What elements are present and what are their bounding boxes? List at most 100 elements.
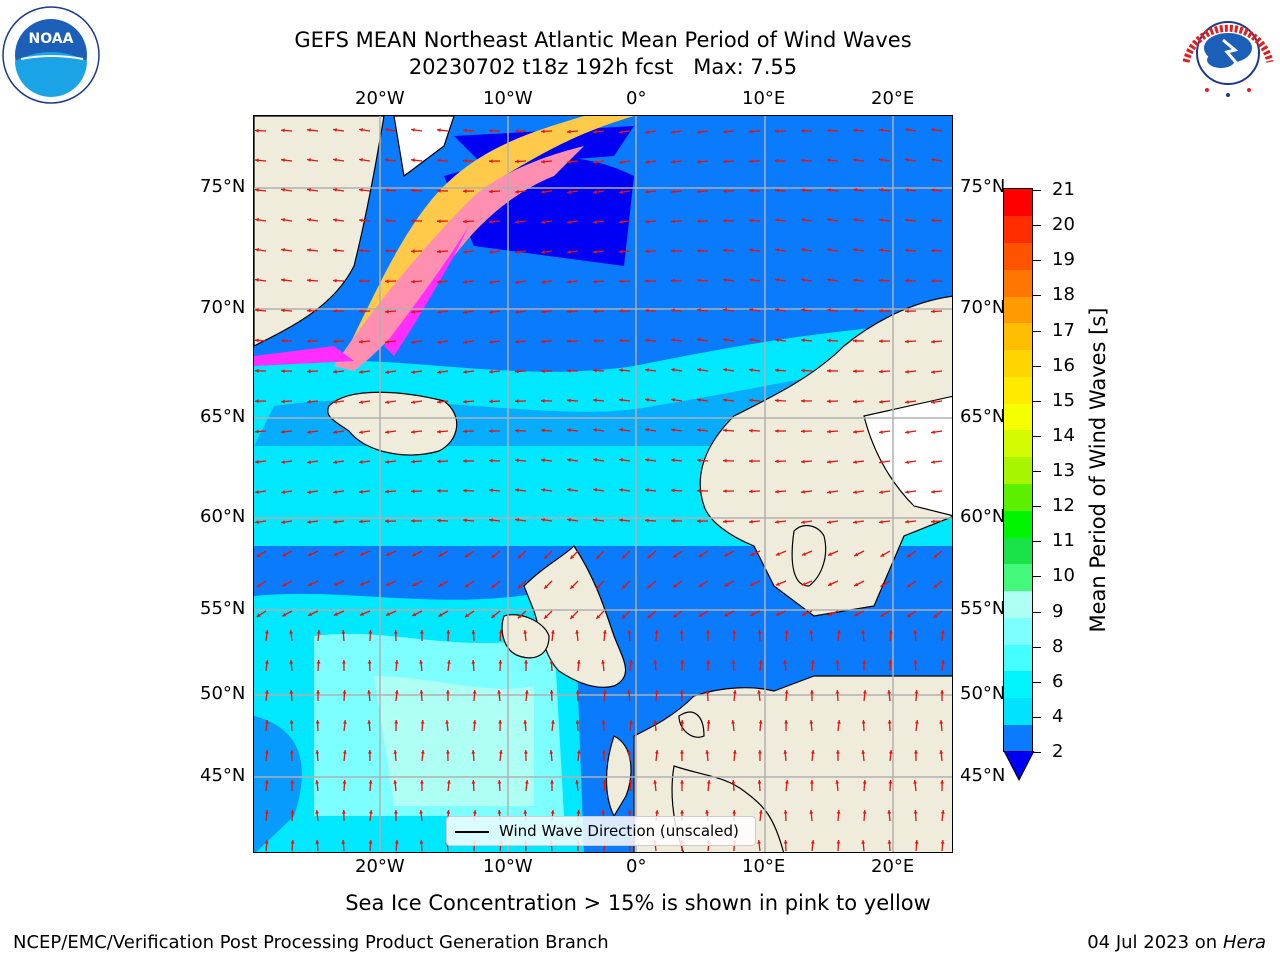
lat-label-right: 75°N <box>960 176 1006 197</box>
wave-direction-arrowhead <box>368 750 372 754</box>
wave-direction-arrowhead <box>419 810 423 814</box>
wave-direction-arrowhead <box>879 248 883 253</box>
wave-direction-arrowhead <box>515 339 519 344</box>
wave-direction-arrowhead <box>593 518 597 522</box>
wave-direction-arrowhead <box>290 840 295 844</box>
wave-direction-arrowhead <box>602 690 607 694</box>
wave-direction-arrowhead <box>775 612 780 616</box>
wave-direction-arrowhead <box>281 188 285 192</box>
wave-direction-arrowhead <box>939 750 944 754</box>
wave-direction-arrowhead <box>567 190 571 194</box>
wave-direction-arrowhead <box>775 398 779 403</box>
wave-direction-arrowhead <box>264 780 269 784</box>
wave-direction-arrowhead <box>264 840 269 844</box>
wave-direction-arrowhead <box>671 458 675 463</box>
wave-direction-arrowhead <box>698 553 703 557</box>
wave-direction-arrowhead <box>550 810 555 814</box>
wave-direction-arrowhead <box>593 250 597 254</box>
colorbar-tick-label: 15 <box>1052 389 1075 411</box>
wave-direction-arrowhead <box>601 810 606 814</box>
wave-direction-arrowhead <box>367 660 372 664</box>
wave-direction-arrowhead <box>758 750 762 754</box>
wave-direction-arrowhead <box>879 278 883 283</box>
wave-direction-arrowhead <box>307 248 311 252</box>
lat-label-left: 45°N <box>200 765 246 786</box>
wave-direction-arrowhead <box>333 490 337 494</box>
wave-direction-arrowhead <box>437 518 441 523</box>
wave-direction-arrowhead <box>281 490 285 494</box>
wave-direction-arrowhead <box>437 340 441 344</box>
wave-direction-arrowhead <box>411 188 415 193</box>
wave-direction-arrowhead <box>333 339 337 344</box>
wave-direction-arrowhead <box>653 780 657 784</box>
wave-direction-arrowhead <box>289 690 294 694</box>
wave-direction-arrowhead <box>645 518 649 523</box>
wave-direction-arrowhead <box>724 552 729 557</box>
wave-direction-arrowhead <box>419 660 423 664</box>
wave-direction-arrowhead <box>544 584 548 589</box>
wave-direction-arrowhead <box>333 552 338 556</box>
wave-direction-arrowhead <box>905 369 909 374</box>
wave-direction-arrowhead <box>265 720 269 724</box>
wave-direction-arrowhead <box>723 489 727 493</box>
wave-direction-arrowhead <box>393 780 398 784</box>
wave-direction-arrowhead <box>775 248 779 252</box>
wave-direction-arrowhead <box>723 218 727 223</box>
wave-direction-arrowhead <box>359 430 363 434</box>
wave-direction-arrowhead <box>593 488 597 492</box>
wave-direction-arrowhead <box>463 488 467 493</box>
wave-direction-arrowhead <box>359 370 363 374</box>
wave-direction-arrowhead <box>828 612 832 616</box>
wave-direction-arrowhead <box>757 630 762 634</box>
map-legend: Wind Wave Direction (unscaled) <box>446 816 756 846</box>
wave-direction-arrowhead <box>386 612 390 616</box>
wave-direction-arrowhead <box>256 553 261 557</box>
wave-direction-arrowhead <box>879 188 883 192</box>
wave-direction-arrowhead <box>471 630 476 634</box>
wave-direction-arrowhead <box>801 248 805 252</box>
wave-direction-arrowhead <box>836 810 841 814</box>
wave-direction-arrowhead <box>438 553 443 557</box>
wave-direction-arrowhead <box>497 780 502 784</box>
wave-direction-arrowhead <box>517 554 522 559</box>
colorbar-tick <box>1033 611 1041 613</box>
wave-direction-arrowhead <box>749 188 753 193</box>
colorbar-tick-label: 4 <box>1052 705 1064 727</box>
lat-label-left: 55°N <box>200 598 246 619</box>
wave-direction-arrowhead <box>749 129 753 134</box>
wave-direction-arrowhead <box>940 630 945 634</box>
wave-direction-arrowhead <box>255 520 259 524</box>
wave-direction-arrowhead <box>645 488 649 493</box>
wave-direction-arrowhead <box>463 518 467 523</box>
wave-direction-arrowhead <box>282 552 287 557</box>
wave-direction-arrowhead <box>411 400 415 404</box>
colorbar-tick <box>1033 295 1041 297</box>
wave-direction-arrowhead <box>515 310 519 314</box>
wave-direction-arrowhead <box>307 490 311 494</box>
wave-direction-arrowhead <box>463 340 467 344</box>
wave-direction-arrowhead <box>596 555 601 559</box>
wave-direction-arrowhead <box>307 128 311 132</box>
wave-direction-arrowhead <box>723 278 727 282</box>
wave-direction-arrowhead <box>836 630 841 634</box>
colorbar-tick <box>1033 646 1041 648</box>
wave-direction-arrowhead <box>464 613 469 618</box>
colorbar-segment <box>1004 590 1032 618</box>
lon-label-top: 10°W <box>483 88 533 109</box>
wave-direction-arrowhead <box>489 369 493 374</box>
wave-direction-arrowhead <box>697 398 701 402</box>
wave-direction-arrowhead <box>853 248 857 252</box>
wave-direction-arrowhead <box>281 399 285 404</box>
wave-direction-arrowhead <box>706 660 711 664</box>
wave-direction-arrowhead <box>801 612 806 616</box>
wave-direction-arrowhead <box>541 220 545 224</box>
lat-label-right: 60°N <box>960 506 1006 527</box>
wave-direction-arrowhead <box>385 370 389 374</box>
wave-direction-arrowhead <box>575 780 579 784</box>
wave-direction-arrowhead <box>385 309 389 314</box>
wave-direction-arrowhead <box>853 338 857 343</box>
wave-direction-arrowhead <box>697 488 701 493</box>
wave-direction-arrowhead <box>809 630 814 634</box>
wave-direction-arrowhead <box>706 780 711 784</box>
wave-direction-arrowhead <box>575 630 579 634</box>
